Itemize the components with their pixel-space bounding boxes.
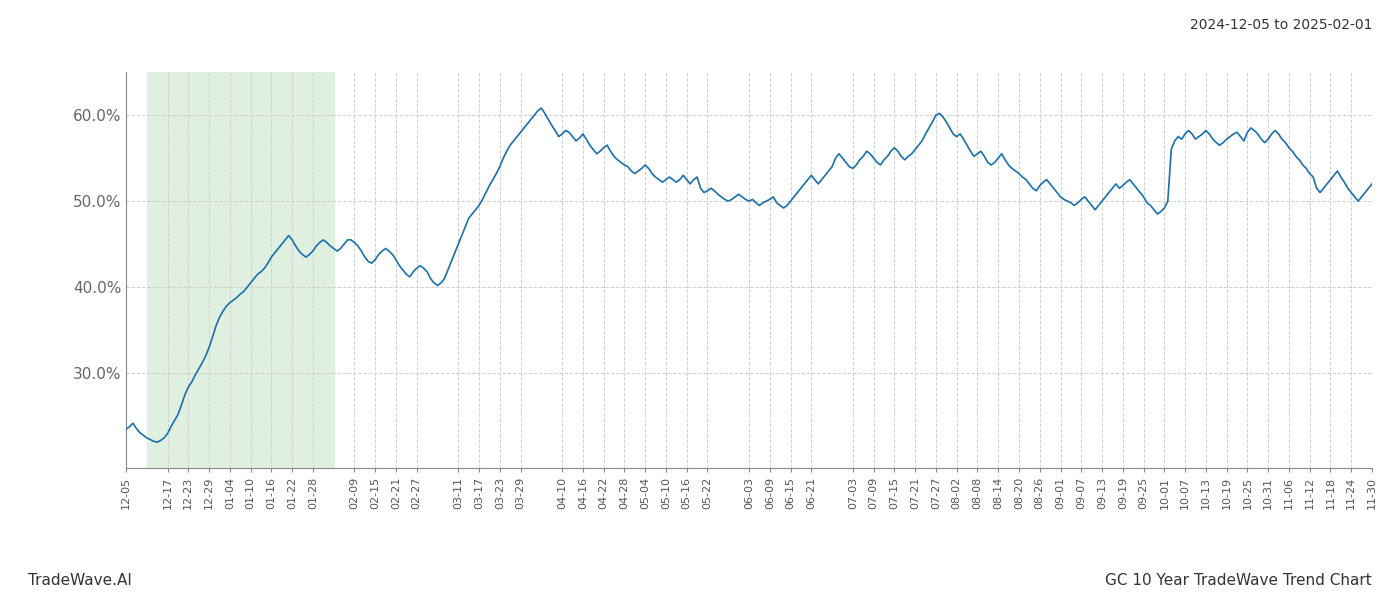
Text: TradeWave.AI: TradeWave.AI — [28, 573, 132, 588]
Text: GC 10 Year TradeWave Trend Chart: GC 10 Year TradeWave Trend Chart — [1105, 573, 1372, 588]
Text: 2024-12-05 to 2025-02-01: 2024-12-05 to 2025-02-01 — [1190, 18, 1372, 32]
Bar — [147, 72, 333, 468]
